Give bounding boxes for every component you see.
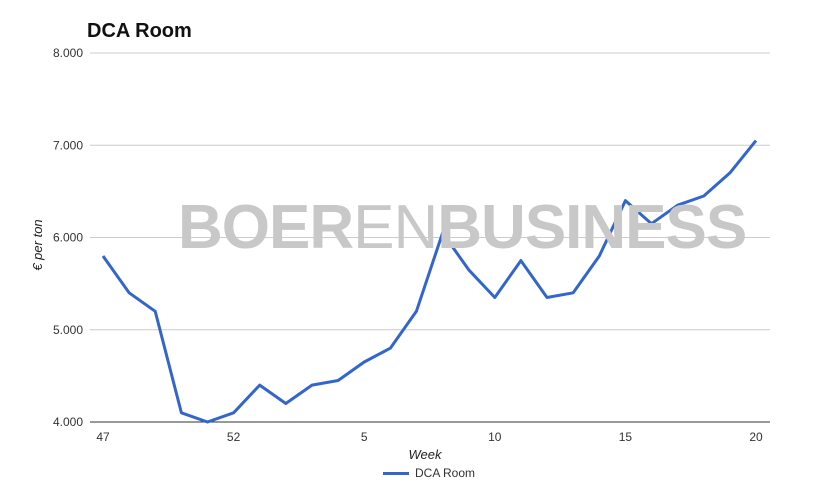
- x-tick-label: 10: [488, 430, 502, 444]
- y-tick-labels: 4.000 5.000 6.000 7.000 8.000: [53, 46, 83, 429]
- x-tick-label: 52: [227, 430, 241, 444]
- legend: DCA Room: [383, 466, 475, 480]
- legend-swatch: [383, 471, 409, 475]
- x-tick-labels: 47 52 5 10 15 20: [96, 430, 763, 444]
- series-line-dca-room: [101, 139, 758, 424]
- x-tick-label: 47: [96, 430, 110, 444]
- y-tick-label: 4.000: [53, 415, 83, 429]
- y-tick-label: 5.000: [53, 323, 83, 337]
- y-tick-label: 8.000: [53, 46, 83, 60]
- legend-label: DCA Room: [415, 466, 476, 480]
- x-tick-label: 5: [361, 430, 368, 444]
- chart-title: DCA Room: [87, 20, 192, 42]
- y-tick-label: 6.000: [53, 231, 83, 245]
- x-tick-label: 20: [749, 430, 763, 444]
- gridlines: [90, 52, 770, 423]
- watermark-logo: BOERENBUSINESS: [178, 193, 747, 262]
- y-tick-label: 7.000: [53, 138, 83, 152]
- y-axis-label: € per ton: [30, 219, 45, 270]
- x-axis-label: Week: [409, 447, 443, 462]
- x-tick-label: 15: [619, 430, 633, 444]
